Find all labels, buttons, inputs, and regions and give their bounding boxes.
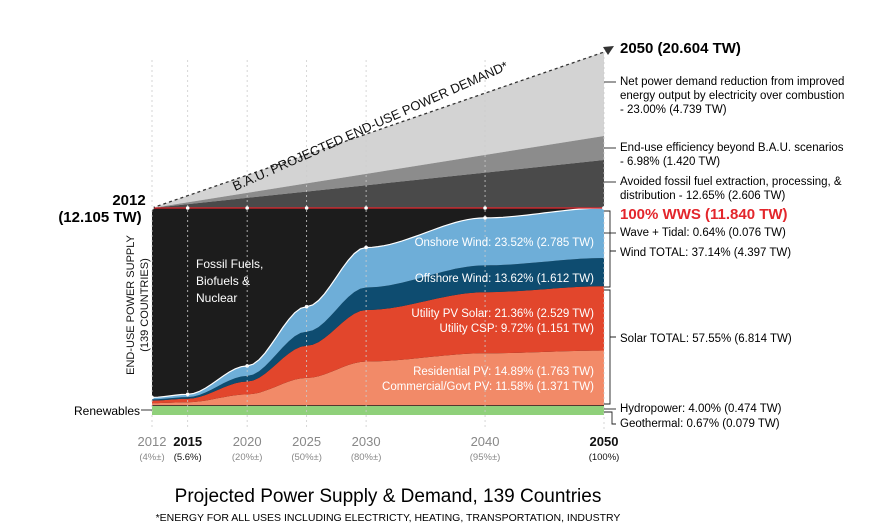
- x-axis-ticks: 2012 (4%±) 2015 (5.6%) 2020 (20%±) 2025 (50%±) 2…: [138, 434, 620, 463]
- demand-reduction-band-net: [152, 52, 604, 208]
- annotation-hydropower: Hydropower: 4.00% (0.474 TW): [620, 403, 782, 415]
- marker-top-2040: [483, 206, 487, 210]
- x-tick-year-2012: 2012: [138, 434, 167, 449]
- fossil-label: Fossil Fuels, Biofuels & Nuclear: [196, 257, 263, 305]
- demand-reduction-band-efficiency: [152, 136, 604, 208]
- marker-top-2025: [304, 206, 309, 210]
- marker-curve-2015: [185, 392, 190, 397]
- onshore-wind-label: Onshore Wind: 23.52% (2.785 TW): [415, 237, 595, 249]
- chart-footnote: *ENERGY FOR ALL USES INCLUDING ELECTRICT…: [156, 512, 621, 524]
- x-tick-year-2015: 2015: [173, 434, 202, 449]
- chart-title: Projected Power Supply & Demand, 139 Cou…: [175, 486, 602, 507]
- callout-line-7: [604, 411, 616, 425]
- marker-top-2012: [150, 206, 154, 210]
- marker-curve-2025: [304, 304, 309, 309]
- annotation-solar-total: Solar TOTAL: 57.55% (6.814 TW): [620, 333, 792, 345]
- annotation-efficiency-line-2: - 6.98% (1.420 TW): [620, 156, 720, 168]
- y-axis-label-line2: (139 COUNTRIES): [139, 258, 151, 352]
- x-tick-year-2030: 2030: [352, 434, 381, 449]
- x-tick-pct-2040: (95%±): [470, 452, 501, 463]
- utility-csp-label: Utility CSP: 9.72% (1.151 TW): [440, 323, 595, 335]
- annotation-wave-tidal: Wave + Tidal: 0.64% (0.076 TW): [620, 227, 786, 239]
- commercial-pv-label: Commercial/Govt PV: 11.58% (1.371 TW): [382, 381, 594, 393]
- utility-pv-label: Utility PV Solar: 21.36% (2.529 TW): [411, 308, 594, 320]
- start-year-label: 2012: [112, 192, 145, 209]
- marker-top-2020: [245, 206, 249, 210]
- x-tick-year-2040: 2040: [471, 434, 500, 449]
- area-utility-pv-csp: [152, 286, 604, 404]
- annotation-wind-total: Wind TOTAL: 37.14% (4.397 TW): [620, 247, 791, 259]
- wws-label: 100% WWS (11.840 TW): [620, 206, 788, 223]
- annotation-net-reduction-line-3: - 23.00% (4.739 TW): [620, 104, 727, 116]
- annotation-efficiency: End-use efficiency beyond B.A.U. scenari…: [620, 142, 844, 168]
- fossil-label-line-2: Biofuels &: [196, 274, 250, 288]
- offshore-wind-label: Offshore Wind: 13.62% (1.612 TW): [415, 273, 594, 285]
- renewables-label: Renewables: [74, 404, 140, 418]
- marker-top-2030: [364, 206, 368, 210]
- area-hydro-geothermal: [152, 406, 604, 415]
- area-residential-commercial-pv: [152, 350, 604, 406]
- x-tick-pct-2020: (20%±): [232, 452, 263, 463]
- y-axis-label-line1: END-USE POWER SUPPLY: [125, 234, 137, 374]
- annotation-avoided-fossil: Avoided fossil fuel extraction, processi…: [620, 176, 842, 202]
- marker-curve-2030: [364, 245, 368, 250]
- callout-line-5: [604, 289, 616, 405]
- residential-pv-label: Residential PV: 14.89% (1.763 TW): [413, 366, 594, 378]
- annotation-net-reduction-line-2: energy output by electricity over combus…: [620, 90, 844, 102]
- x-tick-year-2050: 2050: [590, 434, 619, 449]
- x-tick-pct-2030: (80%±): [351, 452, 382, 463]
- area-offshore-wind: [152, 258, 604, 401]
- marker-curve-2040: [483, 216, 487, 220]
- demand-reduction-band-avoided-fossil: [152, 160, 604, 208]
- annotation-net-reduction: Net power demand reduction from improved…: [620, 76, 844, 116]
- x-tick-year-2020: 2020: [233, 434, 262, 449]
- x-tick-pct-2012: (4%±): [139, 452, 164, 463]
- marker-curve-2020: [245, 364, 249, 368]
- annotation-efficiency-line-1: End-use efficiency beyond B.A.U. scenari…: [620, 142, 844, 154]
- marker-top-2015: [185, 206, 190, 210]
- annotation-geothermal: Geothermal: 0.67% (0.079 TW): [620, 418, 780, 430]
- annotation-avoided-fossil-line-1: Avoided fossil fuel extraction, processi…: [620, 176, 842, 188]
- fossil-label-line-3: Nuclear: [196, 291, 237, 305]
- start-value-label: (12.105 TW): [58, 209, 141, 226]
- wws-curve-edge: [151, 207, 605, 398]
- marker-curve-2050: [602, 206, 606, 210]
- year-gridlines: [151, 52, 605, 430]
- marker-curve-2012: [150, 395, 154, 400]
- transition-markers: [150, 206, 606, 400]
- area-onshore-wind: [152, 208, 604, 400]
- annotation-net-reduction-line-1: Net power demand reduction from improved: [620, 76, 844, 88]
- annotation-avoided-fossil-line-2: distribution - 12.65% (2.606 TW): [620, 190, 786, 202]
- x-tick-pct-2025: (50%±): [291, 452, 322, 463]
- x-tick-year-2025: 2025: [292, 434, 321, 449]
- x-tick-pct-2050: (100%): [589, 452, 620, 463]
- arrow-head-icon: [603, 46, 614, 55]
- callout-leader-lines: [141, 81, 616, 425]
- x-tick-pct-2015: (5.6%): [174, 452, 202, 463]
- end-demand-label: 2050 (20.604 TW): [620, 40, 741, 57]
- callout-line-4: [604, 210, 616, 288]
- fossil-label-line-1: Fossil Fuels,: [196, 257, 263, 271]
- bau-projection-line: [151, 49, 611, 209]
